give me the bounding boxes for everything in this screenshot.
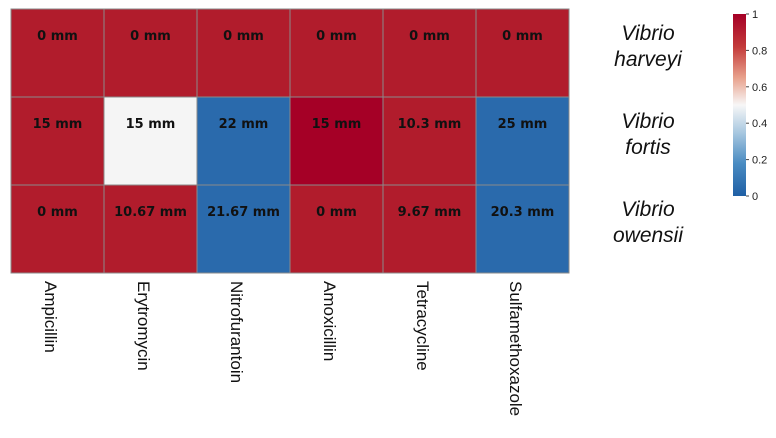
heatmap-cell [10, 184, 105, 274]
row-label-genus: Vibrio [621, 198, 675, 221]
heatmap-cell [382, 184, 477, 274]
cell-value-label: 0 mm [316, 29, 357, 44]
cell-value-label: 15 mm [33, 117, 83, 132]
heatmap-cell [289, 96, 384, 186]
colorbar-tick-label: 0.8 [752, 45, 767, 57]
heatmap-cell [475, 96, 570, 186]
heatmap-cells [10, 8, 570, 274]
column-labels: Ampicillin Erytromycin Nitrofurantoin Amoxi… [41, 281, 525, 416]
cell-value-label: 22 mm [219, 117, 269, 132]
cell-value-label: 0 mm [223, 29, 264, 44]
heatmap-cell [196, 184, 291, 274]
row-label-genus: Vibrio [621, 110, 675, 133]
column-label: Erytromycin [134, 281, 153, 371]
colorbar-tick-label: 0.4 [752, 118, 767, 130]
heatmap-cell-labels: 0 mm 0 mm 0 mm 0 mm 0 mm 0 mm 15 mm 15 mm 22 mm 1… [33, 29, 555, 220]
cell-value-label: 0 mm [37, 29, 78, 44]
heatmap-cell [382, 8, 477, 98]
cell-value-label: 10.67 mm [114, 205, 187, 220]
cell-value-label: 20.3 mm [491, 205, 555, 220]
heatmap-cell [382, 96, 477, 186]
colorbar-tick-label: 1 [752, 9, 758, 21]
heatmap-cell [289, 8, 384, 98]
cell-value-label: 0 mm [316, 205, 357, 220]
colorbar-gradient [733, 14, 746, 196]
heatmap-cell [10, 8, 105, 98]
row-label-species: owensii [613, 224, 684, 247]
cell-value-label: 0 mm [37, 205, 78, 220]
cell-value-label: 10.3 mm [398, 117, 462, 132]
colorbar-tick-label: 0.6 [752, 82, 767, 94]
column-label: Tetracycline [413, 281, 432, 371]
row-label-species: harveyi [614, 48, 683, 71]
heatmap-cell [10, 96, 105, 186]
colorbar: 1 0.8 0.6 0.4 0.2 0 [733, 9, 767, 203]
row-label-species: fortis [625, 136, 671, 159]
cell-value-label: 0 mm [409, 29, 450, 44]
colorbar-tick-label: 0 [752, 191, 758, 203]
cell-value-label: 21.67 mm [207, 205, 280, 220]
heatmap-cell [196, 96, 291, 186]
cell-value-label: 15 mm [126, 117, 176, 132]
heatmap-cell [196, 8, 291, 98]
column-label: Amoxicillin [320, 281, 339, 361]
heatmap-cell [103, 96, 198, 186]
column-label: Sulfamethoxazole [506, 281, 525, 416]
cell-value-label: 0 mm [502, 29, 543, 44]
heatmap-cell [475, 184, 570, 274]
colorbar-tick-label: 0.2 [752, 155, 767, 167]
row-labels: Vibrio harveyi Vibrio fortis Vibrio owensii [613, 22, 684, 247]
row-label-genus: Vibrio [621, 22, 675, 45]
heatmap-cell [103, 184, 198, 274]
cell-value-label: 15 mm [312, 117, 362, 132]
cell-value-label: 0 mm [130, 29, 171, 44]
cell-value-label: 9.67 mm [398, 205, 462, 220]
heatmap-cell [103, 8, 198, 98]
cell-value-label: 25 mm [498, 117, 548, 132]
column-label: Nitrofurantoin [227, 281, 246, 383]
heatmap-cell [475, 8, 570, 98]
column-label: Ampicillin [41, 281, 60, 353]
heatmap-cell [289, 184, 384, 274]
